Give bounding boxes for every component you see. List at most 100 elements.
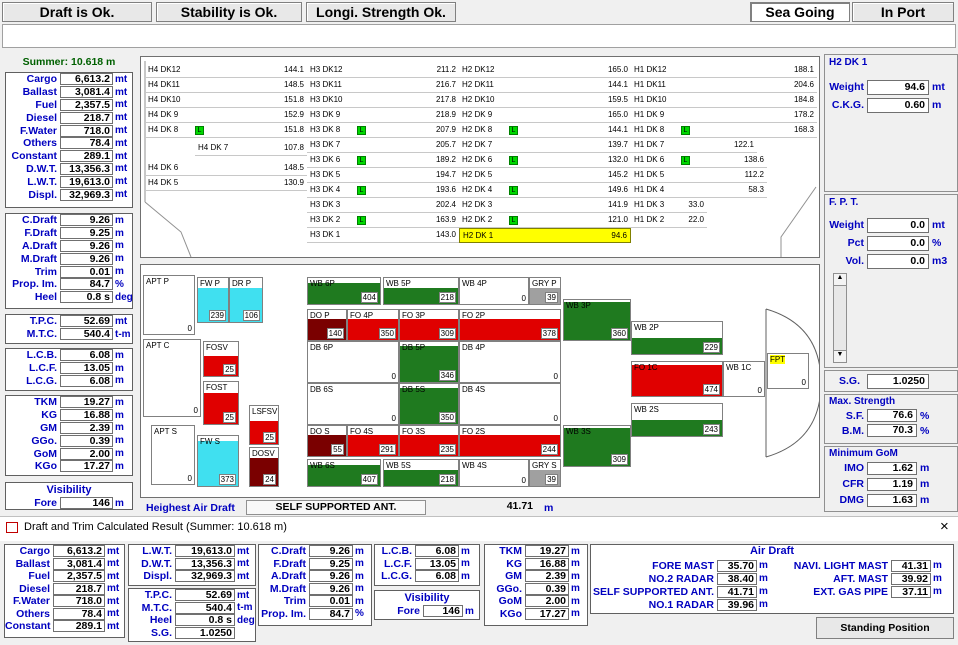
tank-apt_c[interactable]: APT C 0 xyxy=(143,339,201,417)
deck-row[interactable]: H1 DK 4 58.3 xyxy=(631,183,767,198)
deck-row[interactable]: H2 DK 3 141.9 xyxy=(459,198,631,213)
deck-row[interactable]: H3 DK 6 189.2 L xyxy=(307,153,459,168)
tank-fo2s[interactable]: FO 2S 244 xyxy=(459,425,561,457)
tank-db5p[interactable]: DB 5P 346 xyxy=(399,341,459,383)
deck-row[interactable]: H1 DK11 204.6 xyxy=(631,78,817,93)
deck-row[interactable]: H2 DK 1 94.6 xyxy=(459,228,631,243)
tank-dosv[interactable]: DOSV 24 xyxy=(249,447,279,487)
deck-row[interactable]: H2 DK 4 149.6 L xyxy=(459,183,631,198)
deck-row[interactable]: H4 DK10 151.8 xyxy=(145,93,307,108)
deck-row[interactable]: H2 DK11 144.1 xyxy=(459,78,631,93)
deck-row[interactable]: H4 DK 5 130.9 xyxy=(145,176,307,191)
tank-wb4s[interactable]: WB 4S 0 xyxy=(459,459,529,487)
in-port-button[interactable]: In Port xyxy=(852,2,954,22)
deck-row[interactable]: H1 DK 3 33.0 xyxy=(631,198,707,213)
deck-row[interactable]: H3 DK 5 194.7 xyxy=(307,168,459,183)
deck-row[interactable]: H2 DK 7 139.7 xyxy=(459,138,631,153)
deck-row[interactable]: H2 DK 5 145.2 xyxy=(459,168,631,183)
weight-input[interactable]: 94.6 xyxy=(867,79,929,95)
tank-wb5p[interactable]: WB 5P 218 xyxy=(383,277,459,305)
deck-row[interactable]: H3 DK 8 207.9 L xyxy=(307,123,459,138)
tank-fpt[interactable]: FPT 0 xyxy=(767,353,809,389)
deck-row[interactable]: H3 DK 4 193.6 L xyxy=(307,183,459,198)
result-gom-unit: m xyxy=(571,595,580,607)
tank-wb1c[interactable]: WB 1C 0 xyxy=(723,361,765,397)
fpt-weight-input[interactable]: 0.0 xyxy=(867,217,929,233)
deck-row[interactable]: H2 DK 6 132.0 L xyxy=(459,153,631,168)
tank-dos[interactable]: DO S 55 xyxy=(307,425,347,457)
deck-row[interactable]: H3 DK12 211.2 xyxy=(307,63,459,78)
tank-db6s[interactable]: DB 6S 0 xyxy=(307,383,399,425)
deck-row[interactable]: H1 DK10 184.8 xyxy=(631,93,817,108)
tank-apt_p[interactable]: APT P 0 xyxy=(143,275,195,335)
deck-row[interactable]: H2 DK 9 165.0 xyxy=(459,108,631,123)
deck-row[interactable]: H2 DK12 165.0 xyxy=(459,63,631,78)
tank-dr_p[interactable]: DR P 106 xyxy=(229,277,263,323)
tank-wb5s[interactable]: WB 5S 218 xyxy=(383,459,459,487)
ggo-label: GGo. xyxy=(31,434,57,447)
tank-fo4s[interactable]: FO 4S 291 xyxy=(347,425,399,457)
tank-fo3s[interactable]: FO 3S 235 xyxy=(399,425,459,457)
tank-fosv[interactable]: FOSV 25 xyxy=(203,341,239,377)
tank-lsfsv[interactable]: LSFSV 25 xyxy=(249,405,279,445)
tank-wb6p[interactable]: WB 6P 404 xyxy=(307,277,381,305)
deck-row[interactable]: H3 DK 3 202.4 xyxy=(307,198,459,213)
deck-row[interactable]: H1 DK 2 22.0 xyxy=(631,213,707,228)
sea-going-button[interactable]: Sea Going xyxy=(750,2,850,22)
deck-row[interactable]: H2 DK 2 121.0 L xyxy=(459,213,631,228)
tank-wb4p[interactable]: WB 4P 0 xyxy=(459,277,529,305)
tank-fw_p[interactable]: FW P 239 xyxy=(197,277,229,323)
deck-row[interactable]: H4 DK 7 107.8 xyxy=(195,141,307,156)
deck-row[interactable]: H4 DK12 144.1 xyxy=(145,63,307,78)
tank-db4p[interactable]: DB 4P 0 xyxy=(459,341,561,383)
tank-apt_s[interactable]: APT S 0 xyxy=(151,425,195,485)
tank-fo4p[interactable]: FO 4P 350 xyxy=(347,309,399,341)
tank-fo2p[interactable]: FO 2P 378 xyxy=(459,309,561,341)
tank-wb6s[interactable]: WB 6S 407 xyxy=(307,459,381,487)
deck-row[interactable]: H1 DK 6 138.6 L xyxy=(631,153,767,168)
deck-row[interactable]: H4 DK 6 148.5 xyxy=(145,161,307,176)
ckg-input[interactable]: 0.60 xyxy=(867,97,929,113)
pct-input[interactable]: 0.0 xyxy=(867,235,929,251)
deck-row[interactable]: H2 DK 8 144.1 L xyxy=(459,123,631,138)
summary-row: L.W.T. 19,613.0 mt xyxy=(6,175,132,188)
tank-wb2p[interactable]: WB 2P 229 xyxy=(631,321,723,355)
deck-row[interactable]: H1 DK 7 122.1 xyxy=(631,138,757,153)
tank-wb3p[interactable]: WB 3P 360 xyxy=(563,299,631,341)
tank-fo3p[interactable]: FO 3P 309 xyxy=(399,309,459,341)
vol-input[interactable]: 0.0 xyxy=(867,253,929,269)
deck-row[interactable]: H3 DK 9 218.9 xyxy=(307,108,459,123)
tank-db6p[interactable]: DB 6P 0 xyxy=(307,341,399,383)
deck-row[interactable]: H1 DK 8 168.3 L xyxy=(631,123,817,138)
tank-grys[interactable]: GRY S 39 xyxy=(529,459,561,487)
deck-row[interactable]: H4 DK 8 151.8 L xyxy=(145,123,307,138)
tank-dop[interactable]: DO P 140 xyxy=(307,309,347,341)
tank-name: FOST xyxy=(206,383,228,392)
deck-row[interactable]: H1 DK 5 112.2 xyxy=(631,168,767,183)
tank-db4s[interactable]: DB 4S 0 xyxy=(459,383,561,425)
tank-fo1c[interactable]: FO 1C 474 xyxy=(631,361,723,397)
tank-wb2s[interactable]: WB 2S 243 xyxy=(631,403,723,437)
standing-position-button[interactable]: Standing Position xyxy=(816,617,954,639)
close-icon[interactable]: × xyxy=(940,518,949,535)
tank-gryp[interactable]: GRY P 39 xyxy=(529,277,561,305)
sg-input[interactable]: 1.0250 xyxy=(867,373,929,389)
deck-row[interactable]: H3 DK10 217.8 xyxy=(307,93,459,108)
tank-wb3s[interactable]: WB 3S 309 xyxy=(563,425,631,467)
deck-row[interactable]: H1 DK12 188.1 xyxy=(631,63,817,78)
tank-fw_s[interactable]: FW S 373 xyxy=(197,435,239,487)
scroll-down-icon[interactable]: ▼ xyxy=(834,350,846,362)
tank-db5s[interactable]: DB 5S 350 xyxy=(399,383,459,425)
deck-row[interactable]: H2 DK10 159.5 xyxy=(459,93,631,108)
deck-row[interactable]: H3 DK 2 163.9 L xyxy=(307,213,459,228)
level-scrollbar[interactable]: ▲ ▼ xyxy=(833,273,847,363)
tank-fost[interactable]: FOST 25 xyxy=(203,381,239,425)
deck-row[interactable]: H1 DK 9 178.2 xyxy=(631,108,817,123)
deck-row[interactable]: H3 DK11 216.7 xyxy=(307,78,459,93)
deck-row[interactable]: H3 DK 1 143.0 xyxy=(307,228,459,243)
deck-row[interactable]: H4 DK 9 152.9 xyxy=(145,108,307,123)
deck-row[interactable]: H4 DK11 148.5 xyxy=(145,78,307,93)
deck-row[interactable]: H3 DK 7 205.7 xyxy=(307,138,459,153)
scroll-up-icon[interactable]: ▲ xyxy=(834,274,846,286)
tank-name: WB 6S xyxy=(310,461,335,470)
